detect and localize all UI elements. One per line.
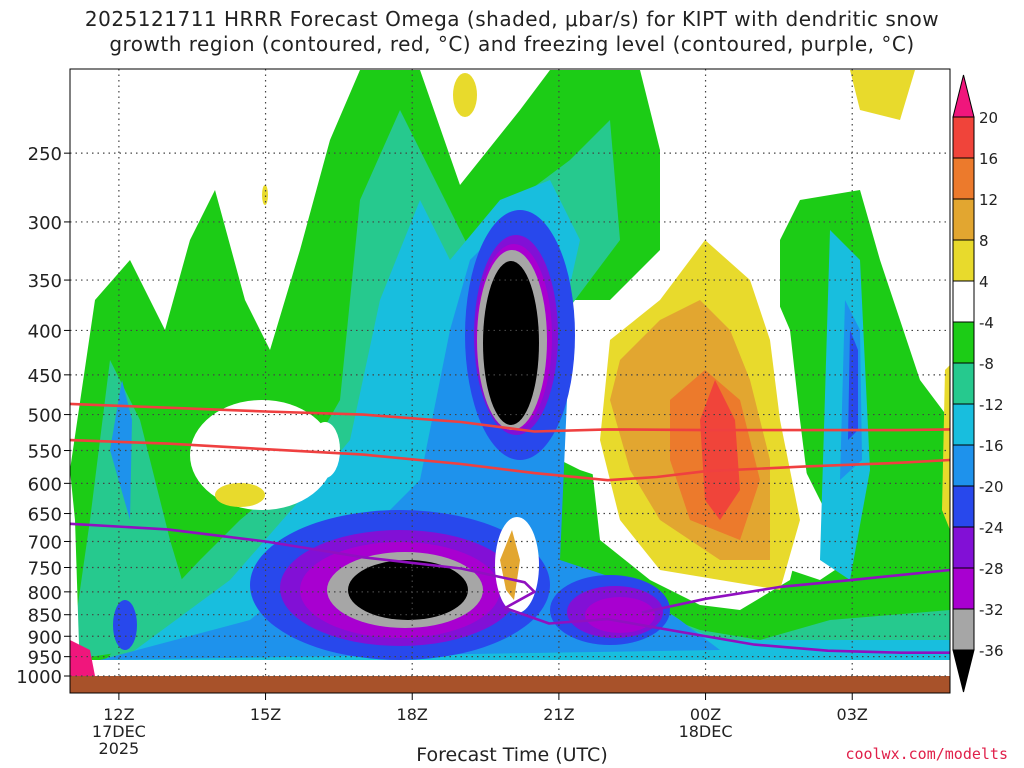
y-tick-label: 400 bbox=[28, 321, 62, 342]
y-tick-label: 650 bbox=[28, 505, 62, 526]
x-tick-label: 00Z bbox=[690, 705, 721, 724]
x-tick-label: 12Z bbox=[103, 705, 134, 724]
colorbar-label: -20 bbox=[979, 478, 1004, 496]
colorbar-segment bbox=[952, 321, 975, 364]
x-tick-sublabel: 2025 bbox=[99, 739, 140, 758]
colorbar-label: -4 bbox=[979, 314, 994, 332]
chart-title-line-2: growth region (contoured, red, °C) and f… bbox=[109, 32, 915, 56]
colorbar-segment bbox=[952, 198, 975, 241]
x-tick-label: 03Z bbox=[837, 705, 868, 724]
y-tick-label: 500 bbox=[28, 406, 62, 427]
colorbar-segment bbox=[952, 526, 975, 569]
colorbar-top-arrow bbox=[952, 74, 975, 118]
colorbar-label: -16 bbox=[979, 437, 1004, 455]
colorbar-segment bbox=[952, 116, 975, 159]
y-tick-label: 550 bbox=[28, 442, 62, 463]
x-tick-label: 18Z bbox=[397, 705, 428, 724]
y-tick-label: 250 bbox=[28, 144, 62, 165]
y-tick-label: 850 bbox=[28, 606, 62, 627]
y-tick-label: 900 bbox=[28, 627, 62, 648]
colorbar-label: -32 bbox=[979, 601, 1004, 619]
y-tick-label: 450 bbox=[28, 366, 62, 387]
colorbar-label: -12 bbox=[979, 396, 1004, 414]
x-tick-label: 21Z bbox=[543, 705, 574, 724]
y-tick-label: 350 bbox=[28, 271, 62, 292]
y-tick-label: 1000 bbox=[16, 667, 62, 688]
colorbar: 20 16 12 8 4 -4 -8 -12 -16 -20 -24 -28 -32 -36 bbox=[952, 74, 1004, 693]
contour-series-line bbox=[70, 438, 950, 482]
colorbar-label: 20 bbox=[979, 109, 998, 127]
y-tick-label: 750 bbox=[28, 559, 62, 580]
y-tick-label: 700 bbox=[28, 532, 62, 553]
site-credit: coolwx.com/modelts bbox=[845, 745, 1008, 763]
x-axis-label: Forecast Time (UTC) bbox=[416, 744, 608, 766]
colorbar-label: -24 bbox=[979, 519, 1004, 537]
contour-series-line bbox=[70, 522, 950, 654]
colorbar-label: 16 bbox=[979, 150, 998, 168]
contour-series-line bbox=[70, 402, 950, 433]
chart-title-line-1: 2025121711 HRRR Forecast Omega (shaded, … bbox=[84, 7, 940, 31]
colorbar-label: 12 bbox=[979, 191, 998, 209]
colorbar-segment bbox=[952, 567, 975, 610]
colorbar-segment bbox=[952, 280, 975, 323]
colorbar-label: -36 bbox=[979, 642, 1004, 660]
contour-series-line bbox=[641, 568, 950, 614]
colorbar-segment bbox=[952, 444, 975, 487]
grid-lines bbox=[70, 69, 950, 677]
y-tick-label: 950 bbox=[28, 648, 62, 669]
contour-lines bbox=[70, 402, 950, 654]
y-tick-label: 300 bbox=[28, 213, 62, 234]
colorbar-label: -8 bbox=[979, 355, 994, 373]
colorbar-segment bbox=[952, 608, 975, 651]
plot-frame bbox=[69, 68, 951, 694]
colorbar-segment bbox=[952, 239, 975, 282]
colorbar-segment bbox=[952, 485, 975, 528]
omega-shading bbox=[70, 69, 950, 676]
colorbar-label: -28 bbox=[979, 560, 1004, 578]
colorbar-segment bbox=[952, 157, 975, 200]
colorbar-bottom-arrow bbox=[952, 649, 975, 693]
x-tick-sublabel: 17DEC bbox=[92, 722, 146, 741]
y-axis: 2503003504004505005506006507007508008509… bbox=[16, 144, 70, 688]
y-tick-label: 800 bbox=[28, 583, 62, 604]
colorbar-segment bbox=[952, 403, 975, 446]
x-tick-label: 15Z bbox=[250, 705, 281, 724]
x-tick-sublabel: 18DEC bbox=[679, 722, 733, 741]
colorbar-label: 8 bbox=[979, 232, 989, 250]
colorbar-label: 4 bbox=[979, 273, 989, 291]
colorbar-segment bbox=[952, 362, 975, 405]
ground-surface bbox=[70, 676, 950, 693]
y-tick-label: 600 bbox=[28, 474, 62, 495]
